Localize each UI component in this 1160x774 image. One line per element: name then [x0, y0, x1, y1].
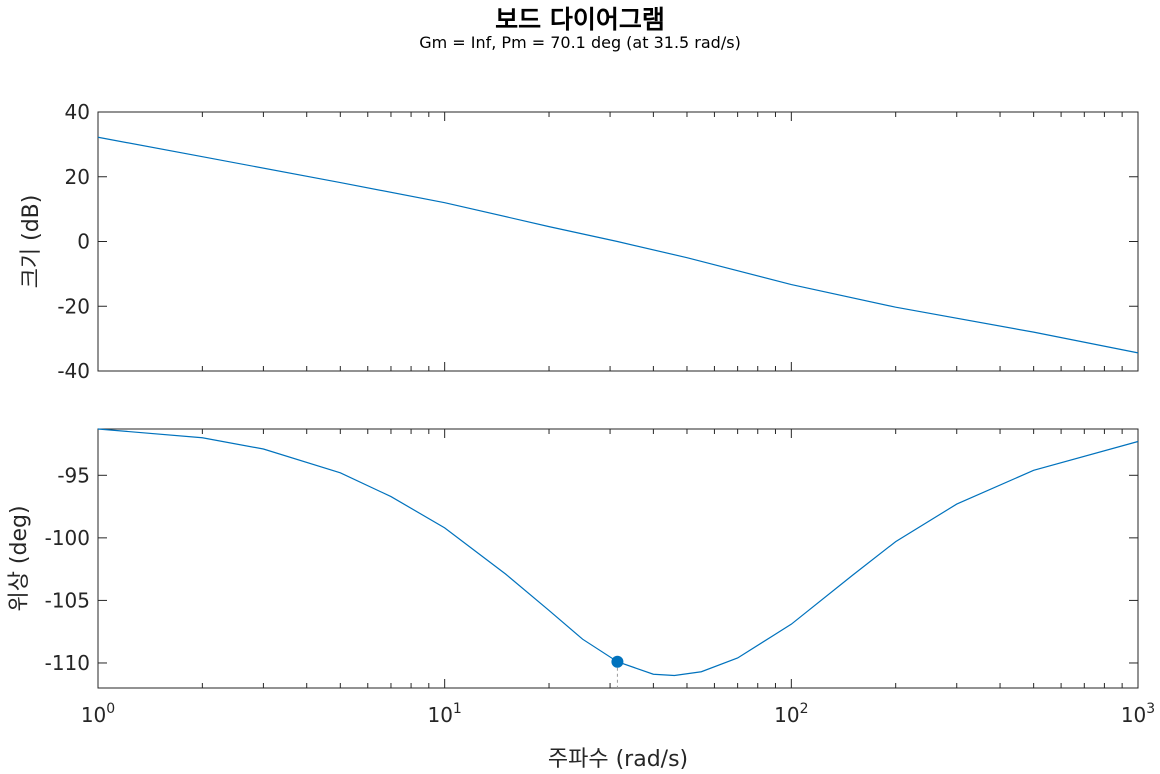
- y-tick-label-magnitude: -40: [57, 359, 90, 383]
- axes-box-phase: [97, 428, 1139, 689]
- y-tick-label-magnitude: -20: [57, 294, 90, 318]
- x-tick-label: 103: [1121, 701, 1155, 727]
- series-line-magnitude: [97, 136, 1139, 354]
- chart-title: 보드 다이어그램: [495, 5, 665, 34]
- chart-subtitle: Gm = Inf, Pm = 70.1 deg (at 31.5 rad/s): [419, 33, 741, 52]
- y-axis-label-phase: 위상 (deg): [7, 505, 32, 611]
- y-tick-label-magnitude: 20: [65, 165, 90, 189]
- y-tick-label-phase: -110: [45, 651, 90, 675]
- y-tick-label-magnitude: 40: [65, 100, 90, 124]
- y-tick-label-phase: -105: [45, 588, 90, 612]
- y-tick-label-phase: -100: [45, 526, 90, 550]
- x-tick-label: 101: [427, 701, 461, 727]
- x-tick-label: 100: [81, 701, 115, 727]
- series-line-phase: [97, 428, 1139, 677]
- x-axis-label: 주파수 (rad/s): [548, 747, 688, 772]
- y-axis-label-magnitude: 크기 (dB): [19, 195, 44, 289]
- phase-margin-marker: [611, 655, 624, 668]
- y-tick-label-magnitude: 0: [77, 230, 90, 254]
- x-tick-label: 102: [774, 701, 808, 727]
- y-tick-label-phase: -95: [57, 463, 90, 487]
